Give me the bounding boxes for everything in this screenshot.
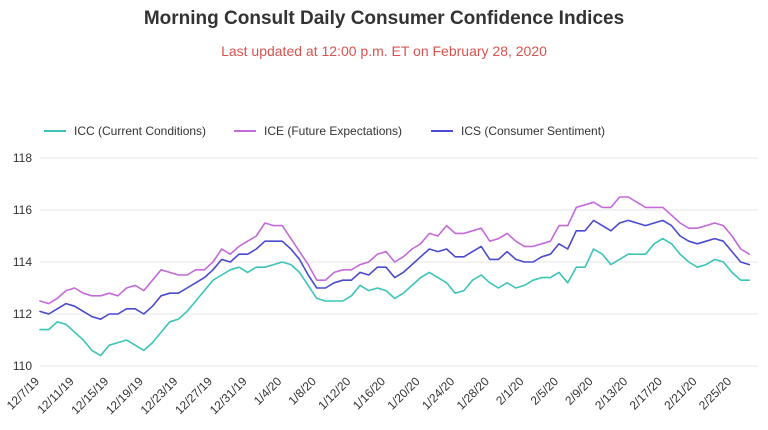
y-tick-label: 112	[13, 307, 32, 321]
series-line-2	[39, 219, 751, 321]
x-tick-label: 1/12/20	[315, 374, 353, 412]
legend-label: ICE (Future Expectations)	[264, 124, 402, 138]
x-axis-ticks: 12/7/1912/11/1912/15/1912/19/1912/23/191…	[4, 374, 734, 417]
legend-label: ICC (Current Conditions)	[74, 124, 206, 138]
series-line-1	[39, 196, 751, 305]
chart-subtitle: Last updated at 12:00 p.m. ET on Februar…	[221, 43, 547, 59]
x-tick-label: 1/24/20	[419, 374, 457, 412]
x-tick-label: 2/21/20	[661, 374, 699, 412]
y-tick-label: 118	[13, 151, 32, 165]
x-tick-label: 2/17/20	[627, 374, 665, 412]
legend: ICC (Current Conditions) ICE (Future Expe…	[44, 124, 605, 138]
x-tick-label: 2/1/20	[493, 374, 527, 408]
y-tick-label: 110	[13, 359, 32, 373]
legend-label: ICS (Consumer Sentiment)	[461, 124, 605, 138]
y-axis-ticks: 110 112 114 116 118	[13, 151, 32, 373]
y-tick-label: 116	[13, 203, 32, 217]
x-tick-label: 1/20/20	[385, 374, 423, 412]
x-tick-label: 1/16/20	[350, 374, 388, 412]
x-tick-label: 12/31/19	[207, 374, 250, 417]
x-tick-label: 2/25/20	[696, 374, 734, 412]
x-tick-label: 1/28/20	[454, 374, 492, 412]
grid-layer	[40, 157, 758, 367]
y-tick-label: 114	[13, 255, 32, 269]
x-tick-label: 1/4/20	[251, 374, 285, 408]
x-tick-label: 2/5/20	[528, 374, 562, 408]
series-layer	[39, 196, 751, 357]
chart-title: Morning Consult Daily Consumer Confidenc…	[143, 8, 625, 29]
series-line-0	[39, 237, 751, 357]
x-tick-label: 2/13/20	[592, 374, 630, 412]
